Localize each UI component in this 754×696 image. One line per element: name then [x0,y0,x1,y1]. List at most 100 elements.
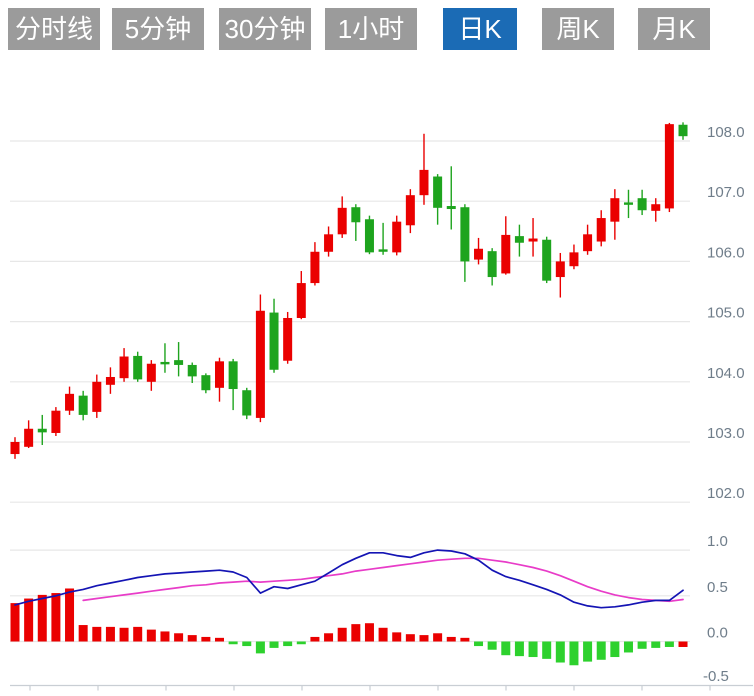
tab-1hour[interactable]: 1小时 [325,8,417,50]
candle [351,204,361,241]
tab-daily-k[interactable]: 日K [443,8,517,50]
candle [119,348,129,382]
candle [433,174,443,225]
candle [296,271,306,320]
macd-histogram [10,588,688,666]
period-tabbar: 分时线 5分钟 30分钟 1小时 日K 周K 月K [0,8,754,50]
macd-axis-labels: 1.0 0.5 0.0 -0.5 [703,533,729,685]
candle [105,367,115,394]
candles [10,122,688,459]
price-axis-label: 102.0 [707,485,745,502]
candle [405,189,415,234]
candle [596,210,606,247]
candle [174,342,184,377]
candle [92,374,102,418]
candle [242,387,252,420]
tab-monthly-k[interactable]: 月K [638,8,710,50]
price-axis-label: 107.0 [707,184,745,201]
dea-line [82,557,684,603]
candle [378,222,388,255]
candle [337,196,347,238]
macd-bar [324,633,334,642]
macd-bar [569,641,579,666]
macd-bar [174,633,184,642]
candle [146,360,156,391]
candle [528,218,538,257]
macd-bar [214,637,224,642]
macd-bar [583,641,593,662]
macd-axis-label: -0.5 [703,668,729,685]
candle [310,242,320,286]
candle [610,189,620,240]
macd-bar [160,631,170,642]
candle [514,224,524,257]
macd-bar [283,641,293,647]
macd-bar [37,594,47,642]
candle [569,244,579,270]
candle [51,407,61,436]
macd-bar [596,641,606,660]
macd-bar [269,641,279,648]
macd-bar [92,626,102,642]
macd-bar [514,641,524,657]
macd-bar [474,641,484,647]
macd-axis-label: 0.0 [707,625,728,642]
macd-bar [78,625,88,642]
price-axis-label: 108.0 [707,124,745,141]
macd-bar [433,633,443,642]
candle [487,248,497,286]
candle [364,215,374,255]
macd-bar [405,634,415,642]
macd-bar [392,632,402,642]
macd-bar [296,641,306,645]
macd-bar [378,627,388,642]
macd-bar [446,636,456,642]
macd-bar [542,641,552,659]
macd-bar [364,623,374,642]
macd-bar [133,626,143,642]
macd-axis-label: 1.0 [707,533,728,550]
macd-bar [528,641,538,658]
candle [24,420,34,449]
macd-bar [501,641,511,656]
candle [160,343,170,373]
macd-bar [637,641,647,649]
candle [37,414,47,446]
candle [201,373,211,394]
candle [78,390,88,421]
candle [678,122,688,140]
tab-weekly-k[interactable]: 周K [542,8,614,50]
x-axis [10,684,753,691]
macd-bar [146,629,156,642]
price-axis-label: 106.0 [707,244,745,261]
macd-bar [419,635,429,642]
tab-5min[interactable]: 5分钟 [112,8,204,50]
candle [10,437,20,459]
candle [133,351,143,382]
macd-bar [623,641,633,653]
price-axis-label: 104.0 [707,365,745,382]
price-axis-labels: 108.0 107.0 106.0 105.0 104.0 103.0 102.0 [707,124,745,502]
macd-bar [351,624,361,642]
macd-bar [10,603,20,642]
candle [474,237,484,265]
macd-bar [228,641,238,645]
candle [583,224,593,255]
candle [392,215,402,256]
macd-bar [187,635,197,642]
macd-bar [255,641,265,654]
macd-bar [664,641,674,647]
macd-bar [610,641,620,658]
price-grid [10,140,690,503]
macd-bar [651,641,661,648]
macd-bar [487,641,497,650]
candle [283,311,293,364]
candle [269,298,279,373]
tab-timeline[interactable]: 分时线 [8,8,100,50]
macd-bar [24,598,34,642]
candle [255,294,265,423]
candle [419,133,429,205]
tab-30min[interactable]: 30分钟 [219,8,311,50]
